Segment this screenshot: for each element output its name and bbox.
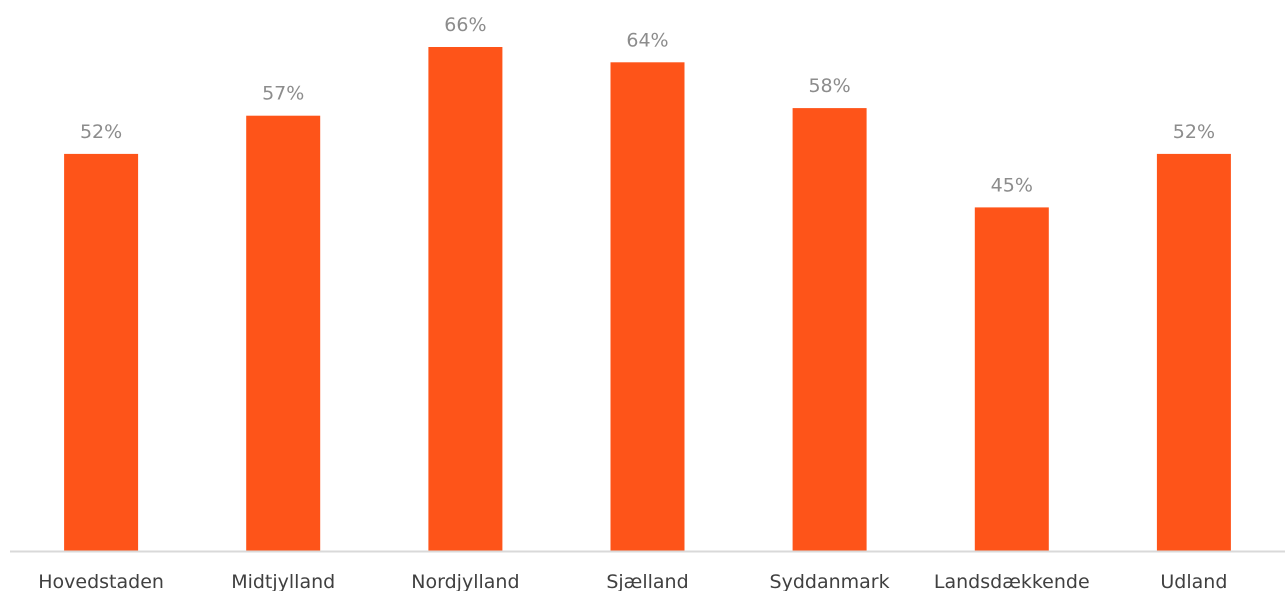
bar-udland (1156, 153, 1231, 551)
bar-midtjylland (246, 115, 321, 551)
bars-group (64, 47, 1231, 552)
x-tick-label: Landsdækkende (934, 571, 1090, 591)
data-label: 52% (1173, 121, 1215, 143)
x-tick-labels-group: Hovedstaden Midtjylland Nordjylland Sjællan… (38, 571, 1227, 591)
x-tick-label: Hovedstaden (38, 571, 164, 591)
data-label: 64% (626, 29, 668, 51)
bar-sjælland (610, 62, 685, 552)
bar-hovedstaden (64, 153, 139, 551)
x-tick-label: Sjælland (606, 571, 688, 591)
x-tick-label: Nordjylland (411, 571, 519, 591)
data-label: 45% (991, 174, 1033, 196)
bar-nordjylland (428, 47, 503, 551)
x-tick-label: Midtjylland (231, 571, 335, 591)
bar-syddanmark (792, 108, 867, 551)
data-label: 52% (80, 121, 122, 143)
x-tick-label: Syddanmark (770, 571, 890, 591)
data-label: 58% (808, 75, 850, 97)
bar-landsdækkende (974, 207, 1049, 551)
data-labels-group: 52% 57% 66% 64% 58% 45% 52% (80, 14, 1215, 196)
data-label: 66% (444, 14, 486, 36)
x-tick-label: Udland (1160, 571, 1227, 591)
data-label: 57% (262, 83, 304, 105)
